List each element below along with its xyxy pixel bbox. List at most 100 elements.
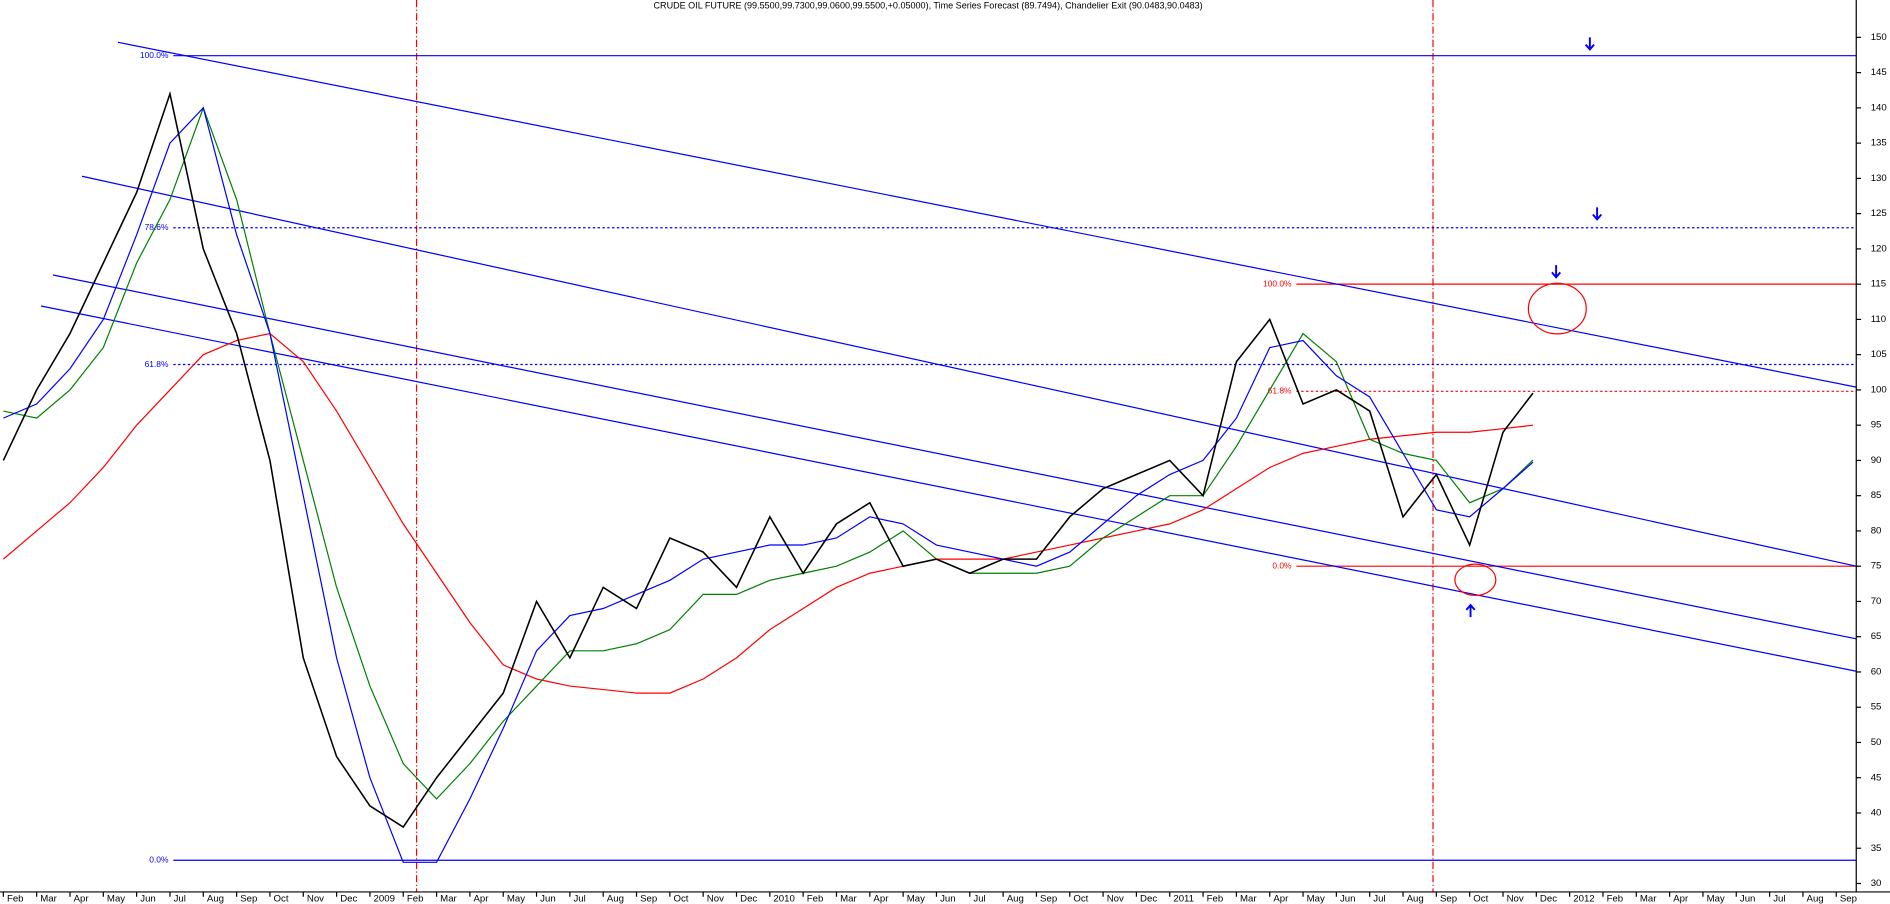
- series-line: [2, 332, 1534, 694]
- y-tick-label: 95: [1871, 420, 1882, 431]
- arrow-down: [1551, 265, 1562, 279]
- trend-line: [40, 305, 1857, 672]
- x-tick-label: Apr: [1273, 894, 1289, 904]
- x-tick-label: Sep: [1840, 894, 1857, 904]
- fib-label: 0.0%: [149, 854, 169, 864]
- x-tick-label: Nov: [1507, 894, 1524, 904]
- x-tick-label: Jun: [1740, 894, 1756, 904]
- fib-label: 100.0%: [1263, 278, 1292, 288]
- series-line: [2, 90, 1534, 829]
- x-tick-label: Feb: [1607, 894, 1624, 904]
- x-tick-label: Jun: [1340, 894, 1356, 904]
- y-tick-label: 135: [1871, 138, 1887, 149]
- x-tick-label: Sep: [1440, 894, 1457, 904]
- fib-label: 61.8%: [1268, 386, 1292, 396]
- x-tick-label: Jun: [140, 894, 156, 904]
- fib-label: 100.0%: [140, 50, 169, 60]
- x-tick-label: Mar: [40, 894, 57, 904]
- trend-line: [117, 41, 1857, 388]
- plot-area: 100.0% 78.6% 61.8% 0.0% 100.0% 61.8% 0.0%: [2, 0, 1857, 892]
- x-tick-label: Jun: [940, 894, 956, 904]
- x-tick-label: Mar: [440, 894, 457, 904]
- x-tick-label: 2009: [374, 894, 395, 904]
- series-line: [3, 106, 1534, 863]
- y-tick-label: 55: [1871, 702, 1882, 713]
- fib-label: 0.0%: [1272, 560, 1292, 570]
- chart-title: CRUDE OIL FUTURE (99.5500,99.7300,99.060…: [654, 0, 1203, 10]
- x-tick-label: Sep: [240, 894, 257, 904]
- x-tick-label: Nov: [1107, 894, 1124, 904]
- x-tick-label: May: [1707, 894, 1725, 904]
- y-tick-label: 85: [1871, 490, 1882, 501]
- y-tick-label: 80: [1871, 525, 1882, 536]
- y-tick-label: 90: [1871, 455, 1882, 466]
- y-tick-label: 140: [1871, 102, 1887, 113]
- y-tick-label: 60: [1871, 667, 1882, 678]
- highlight-ellipse: [1527, 282, 1587, 335]
- y-tick-label: 125: [1871, 208, 1887, 219]
- y-tick-label: 35: [1871, 843, 1882, 854]
- x-tick-label: Aug: [607, 894, 624, 904]
- x-tick-label: Oct: [1473, 894, 1488, 904]
- x-tick-label: Jun: [540, 894, 556, 904]
- trend-line: [52, 274, 1857, 640]
- x-tick-label: Oct: [274, 894, 289, 904]
- x-tick-label: 2012: [1573, 894, 1594, 904]
- x-tick-label: Apr: [474, 894, 490, 904]
- arrows: [1465, 37, 1603, 618]
- x-tick-label: Dec: [340, 894, 357, 904]
- x-tick-label: Sep: [1040, 894, 1057, 904]
- x-tick-label: Jul: [1773, 894, 1785, 904]
- x-tick-label: Nov: [307, 894, 324, 904]
- y-tick-label: 70: [1871, 596, 1882, 607]
- fib-label: 61.8%: [145, 359, 169, 369]
- x-tick-label: Aug: [1407, 894, 1424, 904]
- x-tick-label: Jul: [174, 894, 186, 904]
- x-tick-label: Aug: [1807, 894, 1824, 904]
- x-tick-label: May: [107, 894, 125, 904]
- x-tick-label: Nov: [707, 894, 724, 904]
- x-tick-label: Feb: [407, 894, 424, 904]
- y-tick-label: 150: [1871, 32, 1887, 43]
- arrow-down: [1584, 37, 1595, 51]
- x-tick-label: Dec: [1540, 894, 1557, 904]
- x-tick-label: Aug: [207, 894, 224, 904]
- y-tick-label: 50: [1871, 737, 1882, 748]
- x-tick-label: Mar: [1640, 894, 1657, 904]
- x-tick-label: Mar: [840, 894, 857, 904]
- x-tick-label: Apr: [873, 894, 889, 904]
- x-tick-label: Apr: [74, 894, 90, 904]
- y-tick-label: 45: [1871, 772, 1882, 783]
- y-tick-label: 100: [1871, 384, 1887, 395]
- x-tick-label: 2011: [1173, 894, 1194, 904]
- arrow-up: [1465, 603, 1476, 618]
- x-tick-label: Sep: [640, 894, 657, 904]
- x-tick-label: May: [1307, 894, 1325, 904]
- y-tick-label: 105: [1871, 349, 1887, 360]
- y-tick-label: 65: [1871, 631, 1882, 642]
- y-tick-label: 115: [1871, 279, 1886, 290]
- y-tick-label: 75: [1871, 561, 1882, 572]
- x-tick-label: Aug: [1007, 894, 1024, 904]
- x-tick-label: Feb: [807, 894, 824, 904]
- x-tick-label: May: [907, 894, 925, 904]
- y-tick-label: 110: [1871, 314, 1886, 325]
- fib-label: 78.6%: [145, 222, 169, 232]
- y-tick-label: 130: [1871, 173, 1887, 184]
- x-tick-label: Jul: [573, 894, 585, 904]
- x-tick-label: May: [507, 894, 525, 904]
- x-tick-label: Oct: [1073, 894, 1088, 904]
- trend-line: [81, 175, 1857, 567]
- x-tick-label: Dec: [1140, 894, 1157, 904]
- x-tick-label: Mar: [1240, 894, 1257, 904]
- x-tick-label: Jul: [973, 894, 985, 904]
- arrow-down: [1592, 207, 1603, 221]
- x-tick-label: Feb: [7, 894, 24, 904]
- x-tick-label: Apr: [1673, 894, 1689, 904]
- y-tick-label: 40: [1871, 808, 1882, 819]
- series-line: [3, 106, 1534, 800]
- x-tick-label: Oct: [673, 894, 688, 904]
- y-tick-label: 120: [1871, 243, 1887, 254]
